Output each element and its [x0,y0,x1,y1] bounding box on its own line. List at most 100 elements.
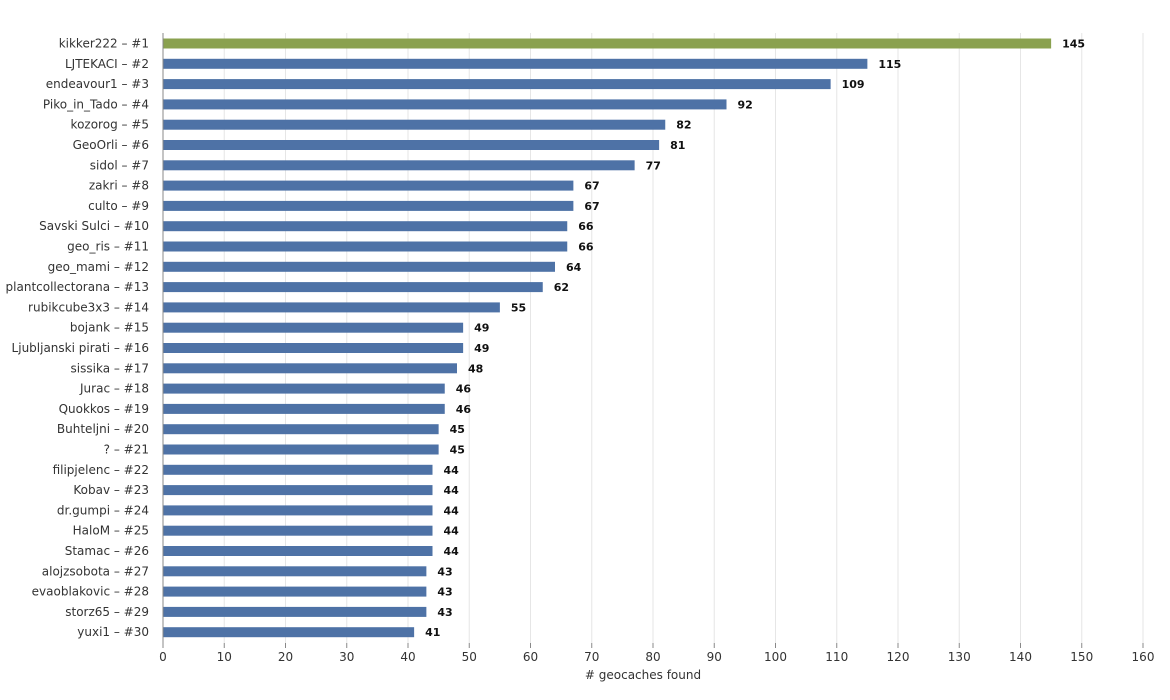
category-label: ? – #21 [104,443,149,457]
category-label: HaloM – #25 [73,524,149,538]
bar [163,424,439,435]
value-label: 44 [444,464,460,477]
value-label: 55 [511,301,526,314]
category-label: endeavour1 – #3 [46,77,149,91]
bar [163,505,433,516]
category-label: plantcollectorana – #13 [6,280,149,294]
value-label: 44 [444,545,460,558]
bar [163,566,427,577]
value-label: 62 [554,281,569,294]
bar [163,160,635,171]
bar [163,119,666,130]
value-label: 109 [842,78,865,91]
x-tick-label: 90 [707,650,722,664]
bar [163,464,433,475]
x-tick-label: 0 [159,650,167,664]
category-label: geo_mami – #12 [48,260,149,274]
value-label: 66 [578,241,594,254]
value-labels: 145 115 109 92 82 81 77 67 67 66 66 64 62 55 49 49 48 46 4… [425,38,1085,640]
value-label: 45 [450,444,465,457]
x-tick-label: 70 [584,650,599,664]
bar [163,525,433,536]
bar [163,363,457,374]
value-label: 64 [566,261,582,274]
category-labels: kikker222 – #1 LJTEKACI – #2 endeavour1 – … [6,37,149,640]
category-label: geo_ris – #11 [67,240,149,254]
value-label: 48 [468,362,483,375]
x-tick-label: 10 [217,650,232,664]
category-label: Stamac – #26 [65,544,149,558]
value-label: 81 [670,139,685,152]
bar [163,606,427,617]
value-label: 45 [450,423,465,436]
bar [163,200,574,211]
category-label: kozorog – #5 [71,118,149,132]
value-label: 43 [437,565,452,578]
bar [163,261,555,272]
x-tick-label: 80 [645,650,660,664]
value-label: 67 [584,180,599,193]
value-label: 44 [444,504,460,517]
x-tick-label: 160 [1132,650,1155,664]
x-tick-label: 30 [339,650,354,664]
category-label: Kobav – #23 [73,483,149,497]
category-label: Buhteljni – #20 [57,422,149,436]
category-label: sidol – #7 [90,158,149,172]
bar [163,302,500,313]
value-label: 49 [474,342,489,355]
bars [163,38,1052,638]
category-label: Piko_in_Tado – #4 [43,97,149,111]
category-label: culto – #9 [88,199,149,213]
value-label: 49 [474,322,489,335]
value-label: 77 [646,159,661,172]
value-label: 44 [444,484,460,497]
category-label: bojank – #15 [70,321,149,335]
bar [163,322,464,333]
value-label: 43 [437,586,452,599]
value-label: 66 [578,220,594,233]
bar [163,58,868,69]
x-tick-label: 60 [523,650,538,664]
bar [163,627,415,638]
bar [163,140,660,150]
category-label: zakri – #8 [89,179,149,193]
value-label: 41 [425,626,440,639]
bar [163,99,727,110]
bar [163,343,464,353]
category-label: GeoOrli – #6 [73,138,149,152]
category-label: rubikcube3x3 – #14 [28,300,149,314]
bar [163,383,445,394]
bar [163,241,568,252]
bar [163,180,574,191]
category-label: evaoblakovic – #28 [32,585,149,599]
x-tick-label: 140 [1009,650,1032,664]
bar [163,586,427,597]
bar [163,79,831,90]
value-label: 115 [878,58,901,71]
category-label: Ljubljanski pirati – #16 [12,341,149,355]
x-tick-label: 50 [462,650,477,664]
category-label: Quokkos – #19 [59,402,149,416]
value-label: 46 [456,383,472,396]
category-label: filipjelenc – #22 [53,463,149,477]
value-label: 82 [676,119,691,132]
x-tick-label: 120 [887,650,910,664]
x-tick-label: 150 [1070,650,1093,664]
x-tick-label: 100 [764,650,787,664]
value-label: 67 [584,200,599,213]
category-label: Jurac – #18 [79,382,149,396]
x-tick-label: 110 [825,650,848,664]
category-label: alojzsobota – #27 [42,564,149,578]
bar [163,38,1052,49]
category-label: Savski Sulci – #10 [39,219,149,233]
value-label: 92 [738,98,753,111]
grid-lines [223,33,1144,643]
category-label: dr.gumpi – #24 [57,503,149,517]
category-label: storz65 – #29 [65,605,149,619]
bar [163,444,439,455]
value-label: 43 [437,606,452,619]
bar [163,282,543,293]
category-label: LJTEKACI – #2 [65,57,149,71]
x-tick-label: 40 [400,650,415,664]
